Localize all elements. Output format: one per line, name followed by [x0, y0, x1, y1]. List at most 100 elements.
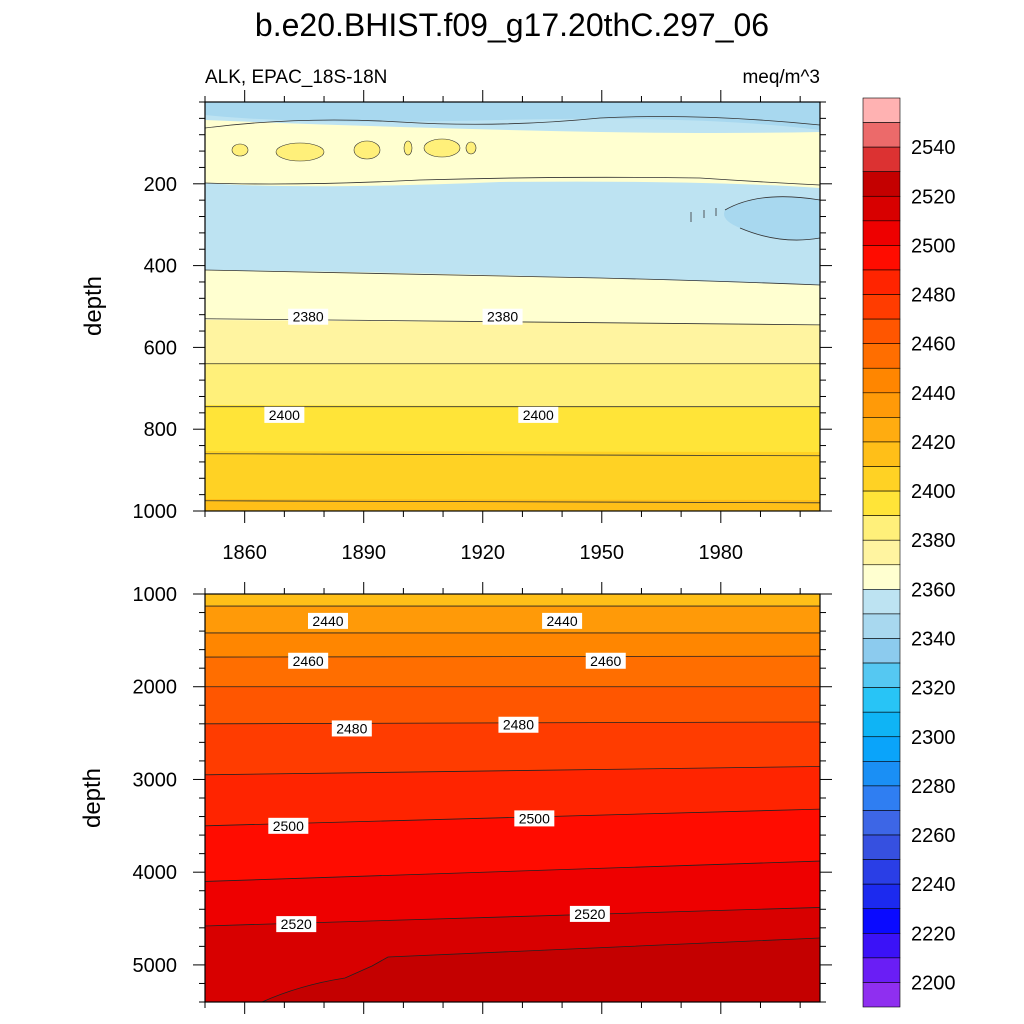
contour-label-text: 2520	[281, 916, 312, 932]
contour-label-box	[518, 406, 559, 423]
colorbar-swatch	[862, 908, 901, 934]
colorbar-swatch	[862, 539, 901, 566]
colorbar-swatch	[862, 318, 901, 344]
colorbar-swatch	[862, 392, 901, 418]
upper-contour-line	[205, 116, 820, 129]
lower-contour-label: 2460	[288, 652, 329, 669]
y-tick-label: 5000	[133, 955, 178, 977]
figure-title: b.e20.BHIST.f09_g17.20thC.297_06	[255, 7, 769, 43]
y-tick-label: 400	[144, 256, 177, 278]
colorbar-swatch	[862, 466, 901, 492]
x-tick-label: 1890	[341, 542, 386, 564]
upper-panel: 2380 2380 2400 2400 200 400 600 800 1000 1860 189…	[80, 90, 832, 564]
contour-label-box	[569, 905, 610, 922]
upper-blob	[465, 141, 477, 155]
colorbar-label: 2380	[911, 530, 956, 552]
colorbar-label: 2220	[911, 923, 956, 945]
contour-label-text: 2460	[293, 653, 324, 669]
upper-contour-line	[205, 269, 820, 286]
colorbar-swatch	[862, 146, 901, 173]
contour-label-text: 2400	[269, 407, 300, 423]
colorbar-swatch	[862, 367, 901, 394]
upper-contour-line	[205, 176, 820, 186]
upper-contour-line	[204, 500, 821, 504]
contour-label-text: 2500	[519, 810, 550, 826]
colorbar-swatch	[862, 417, 901, 443]
lower-contour-label: 2460	[585, 652, 626, 669]
colorbar-swatch	[862, 662, 901, 688]
colorbar-swatch	[862, 515, 901, 541]
contour-label-box	[308, 612, 348, 629]
contour-label-box	[514, 810, 555, 827]
colorbar-label: 2500	[911, 235, 956, 257]
y-tick-label: 2000	[133, 677, 178, 699]
colorbar-swatch	[862, 564, 901, 590]
colorbar-swatch	[862, 638, 901, 664]
lower-fill	[205, 594, 820, 1002]
contour-label-text: 2460	[590, 653, 621, 669]
lower-contour-label: 2440	[542, 612, 583, 629]
y-tick-label: 1000	[133, 501, 178, 523]
colorbar-label: 2540	[911, 137, 956, 159]
lower-contour-line	[204, 860, 821, 882]
colorbar-swatch	[862, 220, 901, 246]
colorbar-swatch	[862, 810, 901, 836]
contour-label-box	[268, 817, 309, 834]
lower-contour-labels: 2440 2440 2460 2460 2480 2480 2500 2500 2520 2520	[268, 612, 626, 933]
colorbar-label: 2340	[911, 628, 956, 650]
contour-label-text: 2480	[503, 717, 534, 733]
lower-contour-line	[261, 937, 821, 1003]
colorbar-label: 2360	[911, 579, 956, 601]
variable-label: ALK, EPAC_18S-18N	[205, 67, 387, 88]
upper-axis-ticks: 200 400 600 800 1000 1860 1890 1920 1950 1980	[133, 90, 832, 564]
colorbar-label: 2200	[911, 972, 956, 994]
contour-label-text: 2500	[273, 818, 304, 834]
lower-contour-label: 2480	[498, 716, 539, 733]
upper-contour-line	[690, 208, 717, 222]
upper-blob	[353, 140, 381, 160]
upper-band-2360-deep	[724, 196, 820, 241]
colorbar-swatch	[862, 711, 901, 738]
contour-label-text: 2400	[523, 407, 554, 423]
colorbar-label: 2520	[911, 186, 956, 208]
colorbar-swatch	[862, 589, 901, 615]
colorbar: 2540 2520 2500 2480 2460 2440 2420 2400 2380 2360…	[862, 97, 956, 1008]
lower-contour-label: 2520	[569, 905, 610, 922]
colorbar-swatch	[862, 957, 901, 983]
contour-label-box	[498, 716, 539, 733]
upper-blob	[403, 140, 413, 156]
upper-blob	[231, 143, 249, 157]
contour-label-box	[482, 308, 523, 325]
contour-label-box	[276, 916, 317, 933]
colorbar-swatch	[862, 613, 901, 639]
lower-panel: 2440 2440 2460 2460 2480 2480 2500 2500 2520 2520…	[79, 582, 832, 1014]
y-tick-label: 600	[144, 337, 177, 359]
colorbar-swatch	[862, 97, 901, 123]
lower-contour-label: 2520	[276, 916, 317, 933]
contour-label-box	[331, 720, 372, 737]
colorbar-swatch	[862, 687, 901, 713]
colorbar-swatch	[862, 834, 901, 860]
colorbar-swatch	[862, 195, 901, 222]
upper-contour-label: 2400	[518, 406, 559, 423]
contour-label-text: 2440	[547, 613, 578, 629]
contour-label-box	[288, 308, 329, 325]
upper-contour-labels: 2380 2380 2400 2400	[264, 308, 559, 423]
lower-contour-label: 2480	[331, 720, 372, 737]
contour-label-box	[585, 652, 626, 669]
upper-fill	[205, 102, 820, 511]
colorbar-swatch	[862, 736, 901, 762]
colorbar-label: 2400	[911, 481, 956, 503]
colorbar-label: 2240	[911, 874, 956, 896]
colorbar-swatch	[862, 982, 901, 1008]
colorbar-swatch	[862, 269, 901, 295]
contour-label-text: 2380	[487, 309, 518, 325]
colorbar-label: 2300	[911, 727, 956, 749]
upper-contour-line	[724, 196, 820, 241]
colorbar-swatch	[862, 785, 901, 811]
x-tick-label: 1920	[460, 542, 505, 564]
colorbar-swatch	[862, 171, 901, 197]
colorbar-swatch	[862, 490, 901, 516]
contour-label-box	[288, 652, 329, 669]
units-label: meq/m^3	[742, 67, 820, 88]
